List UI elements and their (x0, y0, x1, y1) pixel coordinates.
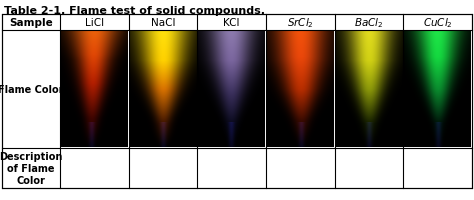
Text: $BaCl_{2}$: $BaCl_{2}$ (354, 16, 384, 30)
Bar (404, 32, 471, 147)
Bar (336, 32, 402, 147)
Bar (267, 32, 334, 147)
Text: NaCl: NaCl (151, 18, 175, 28)
Text: Flame Color: Flame Color (0, 85, 64, 95)
Bar (2, 15, 472, 188)
Bar (61, 32, 128, 147)
Bar (130, 32, 196, 147)
Text: KCl: KCl (223, 18, 240, 28)
Text: LiCl: LiCl (85, 18, 104, 28)
Text: Table 2-1. Flame test of solid compounds.: Table 2-1. Flame test of solid compounds… (4, 6, 265, 16)
Bar (198, 32, 265, 147)
Text: Description
of Flame
Color: Description of Flame Color (0, 152, 63, 185)
Text: Sample: Sample (9, 18, 53, 28)
Text: $CuCl_{2}$: $CuCl_{2}$ (423, 16, 453, 30)
Text: $SrCl_{2}$: $SrCl_{2}$ (287, 16, 314, 30)
